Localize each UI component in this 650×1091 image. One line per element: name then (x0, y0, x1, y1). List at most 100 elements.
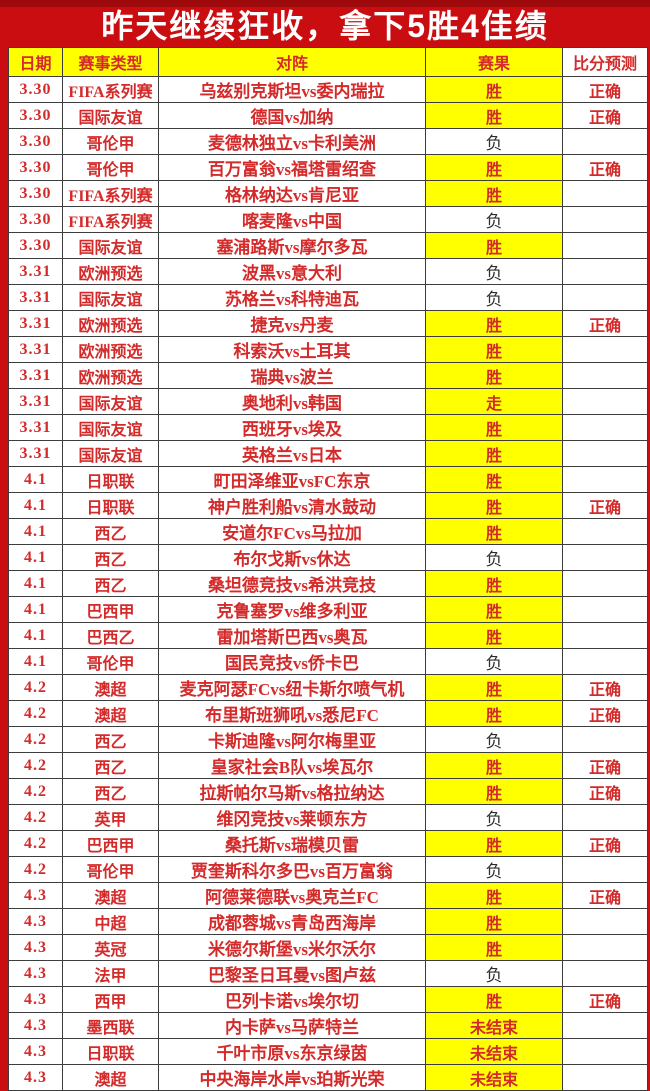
cell-result: 胜 (425, 596, 563, 623)
table-row: 4.2 西乙 卡斯迪隆vs阿尔梅里亚负 (8, 726, 648, 753)
cell-date: 3.30 (8, 128, 63, 155)
cell-result: 胜 (425, 752, 563, 779)
table-row: 3.30 国际友谊 塞浦路斯vs摩尔多瓦胜 (8, 232, 648, 259)
cell-date: 4.3 (8, 1012, 63, 1039)
results-table-body: 3.30 FIFA系列赛 乌兹别克斯坦vs委内瑞拉胜正确 3.30 国际友谊 德国vs加纳… (8, 76, 648, 1091)
cell-prediction (562, 544, 648, 571)
cell-prediction: 正确 (562, 310, 648, 337)
cell-result: 胜 (425, 622, 563, 649)
cell-league: FIFA系列赛 (62, 76, 159, 103)
table-row: 3.31 国际友谊 西班牙vs埃及胜 (8, 414, 648, 441)
cell-match: 布里斯班狮吼vs悉尼FC (158, 700, 426, 727)
cell-match: 瑞典vs波兰 (158, 362, 426, 389)
cell-league: 日职联 (62, 466, 159, 493)
cell-league: 西乙 (62, 752, 159, 779)
header-date: 日期 (8, 47, 63, 77)
cell-match: 雷加塔斯巴西vs奥瓦 (158, 622, 426, 649)
cell-prediction (562, 414, 648, 441)
cell-league: FIFA系列赛 (62, 180, 159, 207)
cell-prediction (562, 1012, 648, 1039)
cell-prediction (562, 934, 648, 961)
table-row: 3.30 哥伦甲 麦德林独立vs卡利美洲负 (8, 128, 648, 155)
cell-prediction: 正确 (562, 882, 648, 909)
table-row: 3.30 FIFA系列赛 乌兹别克斯坦vs委内瑞拉胜正确 (8, 76, 648, 103)
cell-result: 负 (425, 206, 563, 233)
cell-match: 塞浦路斯vs摩尔多瓦 (158, 232, 426, 259)
header-row: 日期 赛事类型 对阵 赛果 比分预测 (8, 47, 648, 77)
cell-date: 4.1 (8, 544, 63, 571)
table-row: 4.2 澳超 麦克阿瑟FCvs纽卡斯尔喷气机胜正确 (8, 674, 648, 701)
cell-result: 胜 (425, 180, 563, 207)
cell-date: 4.1 (8, 492, 63, 519)
header-match: 对阵 (158, 47, 426, 77)
cell-result: 胜 (425, 232, 563, 259)
cell-result: 胜 (425, 570, 563, 597)
table-row: 4.1 西乙 桑坦德竞技vs希洪竞技胜 (8, 570, 648, 597)
cell-date: 4.2 (8, 674, 63, 701)
cell-date: 3.31 (8, 258, 63, 285)
cell-date: 3.30 (8, 232, 63, 259)
cell-match: 桑托斯vs瑞模贝雷 (158, 830, 426, 857)
cell-date: 4.1 (8, 466, 63, 493)
cell-prediction (562, 232, 648, 259)
cell-match: 麦克阿瑟FCvs纽卡斯尔喷气机 (158, 674, 426, 701)
table-row: 3.31 欧洲预选 瑞典vs波兰胜 (8, 362, 648, 389)
cell-match: 苏格兰vs科特迪瓦 (158, 284, 426, 311)
table-row: 4.1 巴西乙 雷加塔斯巴西vs奥瓦胜 (8, 622, 648, 649)
cell-match: 喀麦隆vs中国 (158, 206, 426, 233)
cell-result: 走 (425, 388, 563, 415)
table-row: 3.31 国际友谊 奥地利vs韩国走 (8, 388, 648, 415)
cell-match: 布尔戈斯vs休达 (158, 544, 426, 571)
cell-result: 未结束 (425, 1012, 563, 1039)
cell-league: 中超 (62, 908, 159, 935)
table-row: 3.31 国际友谊 苏格兰vs科特迪瓦负 (8, 284, 648, 311)
cell-match: 千叶市原vs东京绿茵 (158, 1038, 426, 1065)
cell-league: 国际友谊 (62, 284, 159, 311)
cell-league: FIFA系列赛 (62, 206, 159, 233)
cell-prediction (562, 284, 648, 311)
cell-prediction (562, 570, 648, 597)
cell-league: 西乙 (62, 544, 159, 571)
table-row: 4.2 西乙 皇家社会B队vs埃瓦尔胜正确 (8, 752, 648, 779)
cell-date: 4.2 (8, 778, 63, 805)
cell-date: 3.30 (8, 206, 63, 233)
cell-match: 波黑vs意大利 (158, 258, 426, 285)
cell-result: 胜 (425, 674, 563, 701)
cell-result: 胜 (425, 336, 563, 363)
table-row: 4.3 法甲 巴黎圣日耳曼vs图卢兹负 (8, 960, 648, 987)
table-row: 3.31 国际友谊 英格兰vs日本胜 (8, 440, 648, 467)
cell-match: 巴黎圣日耳曼vs图卢兹 (158, 960, 426, 987)
cell-league: 西乙 (62, 518, 159, 545)
cell-prediction (562, 804, 648, 831)
cell-league: 国际友谊 (62, 440, 159, 467)
table-row: 3.30 哥伦甲 百万富翁vs福塔雷绍查胜正确 (8, 154, 648, 181)
cell-match: 中央海岸水岸vs珀斯光荣 (158, 1064, 426, 1091)
cell-match: 卡斯迪隆vs阿尔梅里亚 (158, 726, 426, 753)
banner-title: 昨天继续狂收，拿下5胜4佳绩 (0, 0, 650, 47)
table-row: 4.1 哥伦甲 国民竞技vs侨卡巴负 (8, 648, 648, 675)
cell-date: 3.31 (8, 388, 63, 415)
cell-result: 胜 (425, 518, 563, 545)
cell-date: 4.2 (8, 752, 63, 779)
cell-match: 德国vs加纳 (158, 102, 426, 129)
cell-league: 国际友谊 (62, 414, 159, 441)
cell-date: 3.31 (8, 310, 63, 337)
cell-date: 4.3 (8, 1038, 63, 1065)
cell-date: 4.3 (8, 960, 63, 987)
cell-date: 4.1 (8, 596, 63, 623)
cell-result: 胜 (425, 700, 563, 727)
cell-league: 欧洲预选 (62, 336, 159, 363)
cell-date: 4.1 (8, 518, 63, 545)
cell-date: 4.2 (8, 726, 63, 753)
cell-match: 科索沃vs土耳其 (158, 336, 426, 363)
cell-league: 法甲 (62, 960, 159, 987)
cell-league: 澳超 (62, 700, 159, 727)
cell-league: 西甲 (62, 986, 159, 1013)
cell-result: 负 (425, 856, 563, 883)
cell-prediction (562, 596, 648, 623)
cell-date: 3.31 (8, 440, 63, 467)
cell-prediction (562, 518, 648, 545)
table-row: 4.2 巴西甲 桑托斯vs瑞模贝雷胜正确 (8, 830, 648, 857)
cell-league: 哥伦甲 (62, 128, 159, 155)
table-row: 4.3 墨西联 内卡萨vs马萨特兰 未结束 (8, 1012, 648, 1039)
